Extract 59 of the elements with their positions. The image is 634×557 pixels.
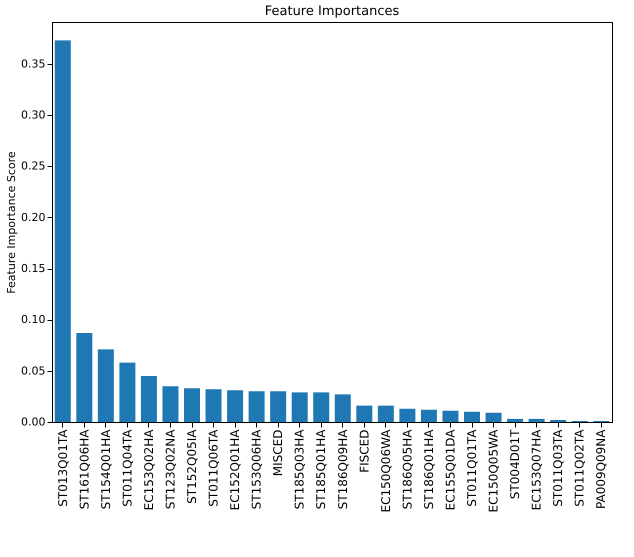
x-tick-label: ST185Q01HA [314,428,328,510]
x-tick-label: ST011Q04TA [120,428,134,507]
y-tick-label: 0.30 [21,108,46,122]
bar [162,386,178,422]
bar [378,406,394,422]
y-tick-label: 0.35 [21,57,46,70]
bar [528,418,545,422]
x-tick-label: ST161Q06HA [77,428,92,510]
bar [442,410,458,422]
x-tick-label: EC155Q01DA [443,428,458,510]
x-tick-label: EC152Q01HA [228,428,242,510]
bar [486,412,502,422]
bar [420,410,437,422]
x-tick-label: ST186Q05HA [400,428,414,510]
y-tick-label: 0.00 [21,416,46,428]
x-tick-label: EC150Q06WA [378,428,393,512]
bar [313,392,330,422]
y-tick-label: 0.25 [21,160,46,173]
y-tick-label: 0.10 [21,313,46,326]
x-tick-label: EC153Q02HA [142,428,156,510]
x-tick-label: EC150Q05WA [486,428,501,512]
bar [292,392,308,422]
y-axis-title: Feature Importance Score [5,151,18,294]
bar [140,376,157,422]
x-tick-label: FISCED [357,430,372,473]
bar [184,388,200,422]
bar [227,390,244,422]
x-tick-label: ST153Q06HA [250,428,264,510]
bar [334,394,351,422]
bar [76,332,92,422]
bar [98,349,114,422]
bar [206,389,222,422]
bar [399,408,416,422]
x-tick-label: ST152Q05IA [185,428,199,504]
x-tick-label: ST123Q02NA [163,428,178,510]
x-tick-label: ST011Q06TA [206,428,221,507]
x-tick-label: ST013Q01TA [56,428,70,507]
x-tick-label: ST154Q01HA [98,428,113,510]
y-tick-label: 0.15 [21,262,46,276]
x-tick-label: ST011Q01TA [465,428,479,507]
chart-title: Feature Importances [264,4,400,19]
x-tick-label: EC153Q07HA [530,428,544,510]
x-tick-label: ST186Q09HA [336,428,350,510]
bar [356,406,372,422]
x-tick-label: ST186Q01HA [422,428,436,510]
x-tick-label: MISCED [271,430,286,476]
bar [248,391,265,422]
bar [119,362,136,422]
x-tick-label: ST011Q03TA [551,428,566,507]
x-tick-label: ST185Q03HA [292,428,307,510]
x-tick-label: ST004D01T [508,428,522,500]
bar [54,40,71,422]
bar [270,391,286,422]
x-tick-label: ST011Q02TA [572,428,587,507]
y-tick-label: 0.20 [21,210,46,224]
bar [507,418,524,422]
x-tick-label: PA009Q09NA [594,428,608,509]
y-tick-label: 0.05 [21,364,46,378]
bar [464,412,480,422]
